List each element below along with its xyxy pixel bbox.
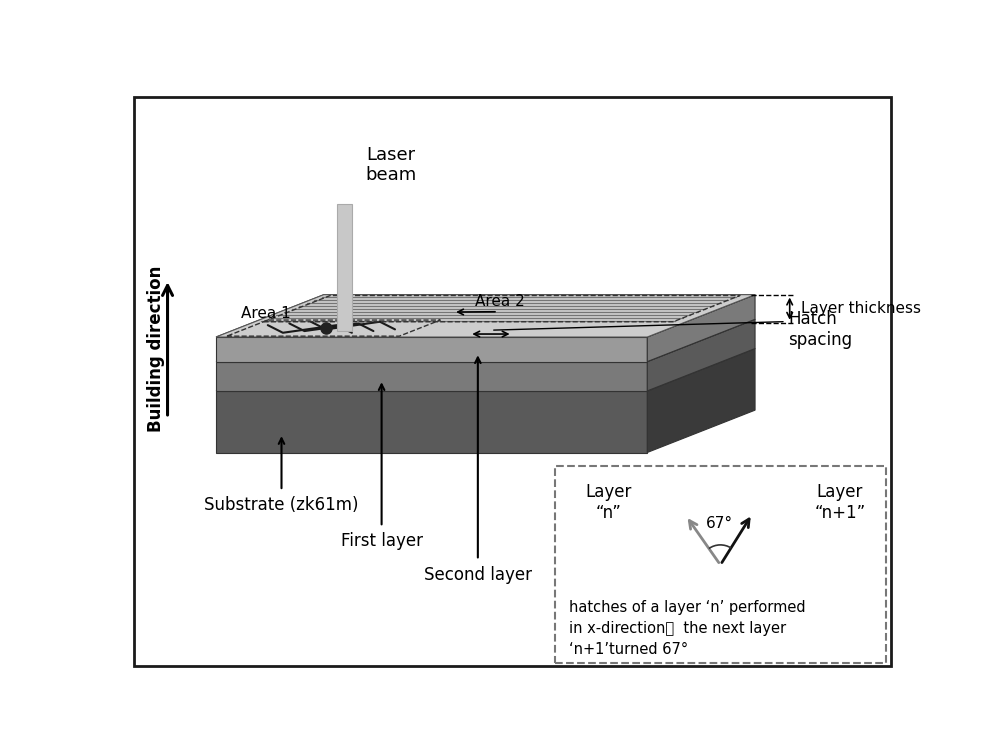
Polygon shape — [647, 294, 755, 362]
Polygon shape — [647, 349, 755, 452]
Text: Layer
“n”: Layer “n” — [586, 483, 632, 522]
Polygon shape — [216, 319, 755, 362]
Text: First layer: First layer — [341, 532, 423, 550]
Polygon shape — [216, 294, 755, 337]
Text: Second layer: Second layer — [424, 565, 532, 584]
Polygon shape — [216, 362, 647, 391]
FancyBboxPatch shape — [134, 97, 891, 666]
Text: Substrate (zk61m): Substrate (zk61m) — [204, 496, 359, 514]
Text: 67°: 67° — [706, 516, 733, 531]
Text: hatches of a layer ‘n’ performed
in x-direction，  the next layer
‘n+1’turned 67°: hatches of a layer ‘n’ performed in x-di… — [569, 599, 805, 657]
Text: Laser
beam: Laser beam — [365, 146, 416, 184]
Bar — [337, 204, 352, 331]
Text: Hatch
spacing: Hatch spacing — [788, 310, 852, 349]
Polygon shape — [216, 349, 755, 391]
Text: Area 2: Area 2 — [475, 294, 525, 310]
Polygon shape — [216, 391, 647, 452]
Polygon shape — [216, 337, 647, 362]
Polygon shape — [216, 294, 755, 337]
Text: Layer
“n+1”: Layer “n+1” — [814, 483, 865, 522]
Text: Building direction: Building direction — [147, 265, 165, 432]
FancyBboxPatch shape — [555, 467, 886, 663]
Polygon shape — [647, 319, 755, 391]
Text: Area 1: Area 1 — [241, 307, 291, 322]
Text: Layer thickness: Layer thickness — [801, 301, 921, 316]
